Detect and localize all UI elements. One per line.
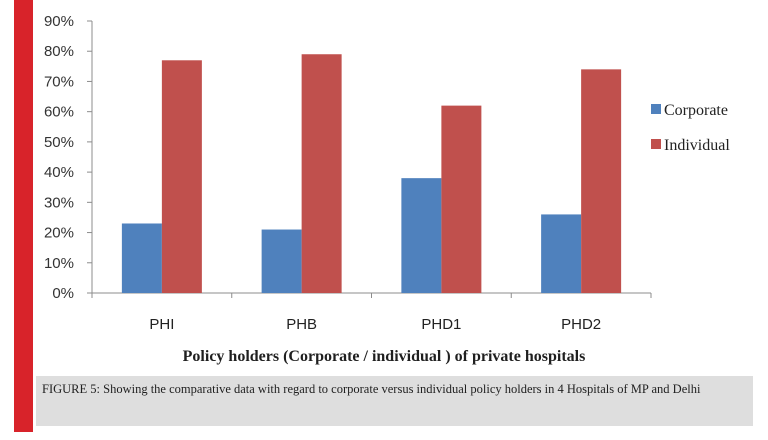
x-tick-label: PHD2: [561, 316, 601, 333]
y-tick-label: 60%: [44, 104, 74, 121]
y-tick-label: 90%: [44, 13, 74, 30]
x-tick-label: PHI: [149, 316, 174, 333]
y-tick-label: 80%: [44, 43, 74, 60]
bar-individual-phd2: [581, 69, 622, 293]
x-axis-label: Policy holders (Corporate / individual )…: [182, 348, 586, 365]
legend-label-individual: Individual: [664, 137, 730, 154]
bar-chart: 0% 10% 20% 30% 40% 50% 60% 70% 80% 90% PHI PHB PHD1 P…: [44, 13, 730, 333]
x-tick-label: PHD1: [421, 316, 461, 333]
x-tick-label: PHB: [286, 316, 317, 333]
bar-corporate-phi: [121, 223, 162, 293]
legend-swatch-individual: [651, 139, 661, 149]
y-tick-label: 0%: [52, 285, 74, 302]
legend-label-corporate: Corporate: [664, 102, 728, 119]
bar-individual-phd1: [441, 105, 482, 293]
figure-caption: FIGURE 5: Showing the comparative data w…: [36, 376, 753, 426]
y-tick-label: 40%: [44, 164, 74, 181]
y-tick-label: 30%: [44, 194, 74, 211]
bar-corporate-phb: [261, 229, 302, 293]
legend-swatch-corporate: [651, 104, 661, 114]
y-tick-label: 20%: [44, 225, 74, 242]
y-tick-label: 50%: [44, 134, 74, 151]
bar-corporate-phd1: [401, 178, 442, 293]
bar-corporate-phd2: [541, 214, 582, 293]
y-tick-label: 10%: [44, 255, 74, 272]
bar-individual-phb: [301, 54, 342, 293]
y-tick-label: 70%: [44, 73, 74, 90]
bar-individual-phi: [161, 60, 202, 294]
accent-bar: [14, 0, 33, 432]
